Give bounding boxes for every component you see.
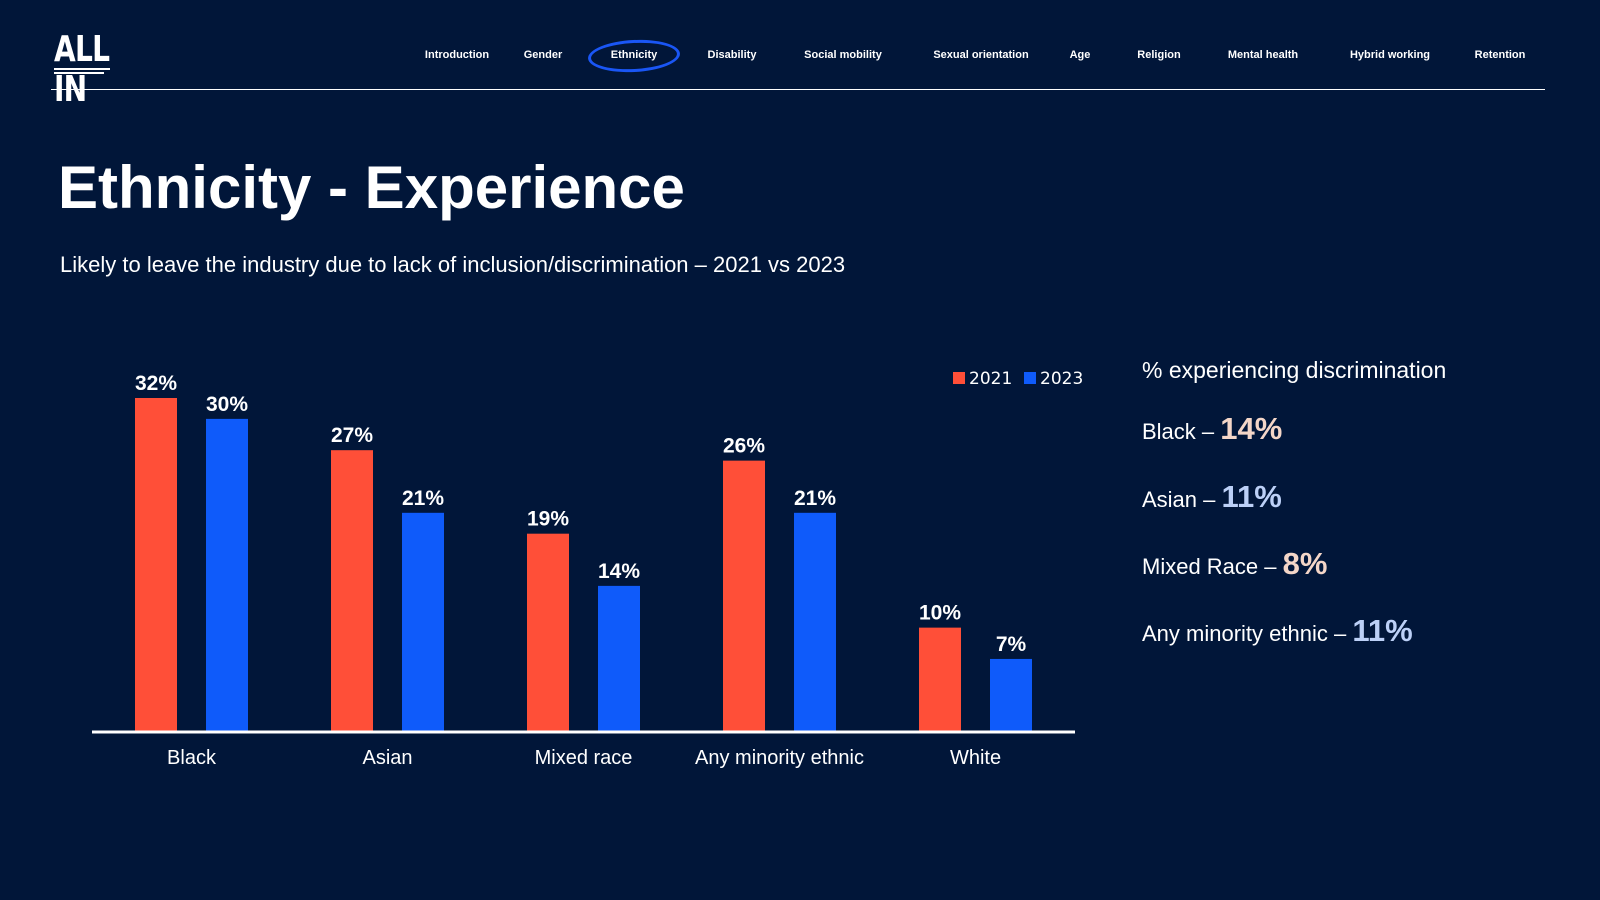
- stat-asian-value: 11%: [1221, 479, 1282, 514]
- stat-any-minority-value: 11%: [1352, 613, 1413, 648]
- nav-mental-health[interactable]: Mental health: [1227, 49, 1299, 61]
- data-label-any-minority-ethnic-2023: 21%: [794, 487, 836, 510]
- category-label: Black: [167, 747, 217, 769]
- stat-mixed-race: Mixed Race – 8%: [1142, 545, 1327, 586]
- data-label-white-2021: 10%: [919, 602, 961, 625]
- data-label-mixed-race-2021: 19%: [527, 508, 569, 531]
- stat-any-minority-label: Any minority ethnic –: [1142, 621, 1347, 646]
- category-label: Mixed race: [535, 747, 633, 769]
- bar-asian-2023: [402, 512, 444, 732]
- data-label-black-2023: 30%: [206, 393, 248, 416]
- bar-chart: 32% 30% Black 27% 21% Asian 19% 14% Mixed race 26…: [92, 369, 1083, 769]
- bar-mixed-race-2021: [527, 533, 569, 732]
- nav-religion[interactable]: Religion: [1137, 49, 1181, 61]
- category-label: White: [950, 747, 1001, 769]
- stat-mixed-race-value: 8%: [1282, 546, 1328, 581]
- nav-hybrid-working[interactable]: Hybrid working: [1349, 49, 1431, 61]
- discrimination-title: % experiencing discrimination: [1142, 357, 1447, 383]
- discrimination-panel: % experiencing discrimination Black – 14…: [1142, 355, 1582, 648]
- legend-label-2021: 2021: [969, 369, 1012, 389]
- data-label-black-2021: 32%: [135, 372, 177, 395]
- stat-black: Black – 14%: [1142, 410, 1282, 451]
- nav-introduction[interactable]: Introduction: [424, 49, 490, 61]
- nav-ethnicity[interactable]: Ethnicity: [610, 49, 658, 61]
- bar-mixed-race-2023: [598, 585, 640, 732]
- bar-any-minority-ethnic-2023: [794, 512, 836, 732]
- nav-social-mobility[interactable]: Social mobility: [804, 49, 882, 61]
- stat-mixed-race-label: Mixed Race –: [1142, 554, 1277, 579]
- nav-sexual-orientation[interactable]: Sexual orientation: [933, 49, 1029, 61]
- nav-disability[interactable]: Disability: [707, 49, 757, 61]
- bar-black-2021: [135, 398, 177, 732]
- logo-underline: [54, 68, 110, 70]
- page-title: Ethnicity - Experience: [58, 154, 685, 221]
- category-label: Any minority ethnic: [695, 747, 864, 769]
- stat-any-minority: Any minority ethnic – 11%: [1142, 612, 1413, 653]
- bar-white-2021: [919, 627, 961, 732]
- bar-asian-2021: [331, 450, 373, 732]
- stat-asian: Asian – 11%: [1142, 478, 1282, 519]
- bar-white-2023: [990, 658, 1032, 732]
- bar-any-minority-ethnic-2021: [723, 460, 765, 732]
- stat-black-label: Black –: [1142, 419, 1215, 444]
- logo-underline-short: [54, 72, 104, 74]
- data-label-white-2023: 7%: [996, 633, 1027, 656]
- nav-divider: [51, 89, 1545, 90]
- data-label-any-minority-ethnic-2021: 26%: [723, 435, 765, 458]
- legend-swatch-2021: [953, 372, 965, 384]
- data-label-asian-2021: 27%: [331, 424, 373, 447]
- nav-retention[interactable]: Retention: [1474, 49, 1526, 61]
- page-subtitle: Likely to leave the industry due to lack…: [60, 252, 846, 277]
- bar-black-2023: [206, 418, 248, 732]
- data-label-mixed-race-2023: 14%: [598, 560, 640, 583]
- legend-label-2023: 2023: [1040, 369, 1083, 389]
- data-label-asian-2023: 21%: [402, 487, 444, 510]
- top-nav: Introduction Gender Ethnicity Disability…: [0, 46, 1600, 66]
- category-label: Asian: [362, 747, 412, 769]
- stat-black-value: 14%: [1220, 411, 1283, 446]
- logo-text: ALL IN: [54, 29, 110, 110]
- nav-gender[interactable]: Gender: [523, 49, 563, 61]
- nav-age[interactable]: Age: [1069, 49, 1091, 61]
- stat-asian-label: Asian –: [1142, 487, 1216, 512]
- legend-swatch-2023: [1024, 372, 1036, 384]
- active-nav-highlight: [587, 37, 681, 75]
